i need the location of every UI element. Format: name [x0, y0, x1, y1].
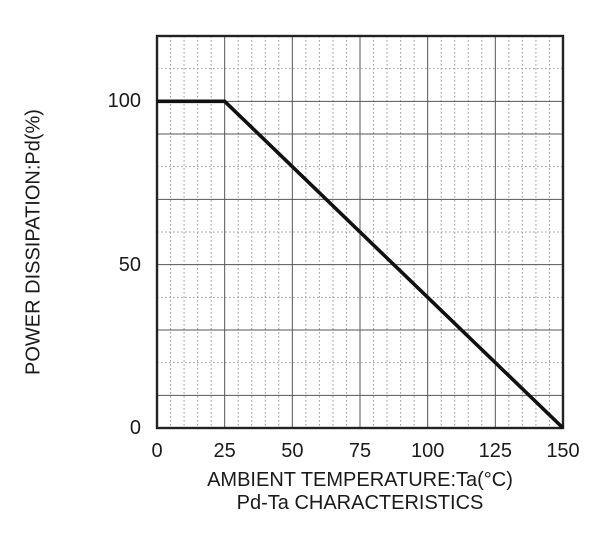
- x-tick-label: 75: [348, 440, 372, 462]
- x-tick-label: 100: [410, 440, 445, 462]
- plot-border: [155, 34, 565, 430]
- chart-title: Pd-Ta CHARACTERISTICS: [236, 492, 484, 514]
- x-tick-label: 150: [546, 440, 580, 462]
- y-tick-label: 0: [129, 417, 141, 439]
- x-tick-label: 0: [151, 440, 163, 462]
- x-tick-label: 125: [478, 440, 513, 462]
- x-tick-label: 25: [213, 440, 236, 462]
- x-tick-label: 50: [281, 440, 304, 462]
- x-axis-title: AMBIENT TEMPERATURE:Ta(°C): [207, 469, 513, 491]
- y-tick-label: 50: [118, 253, 141, 276]
- derating-line: [157, 99, 565, 430]
- y-tick-label: 100: [107, 90, 141, 113]
